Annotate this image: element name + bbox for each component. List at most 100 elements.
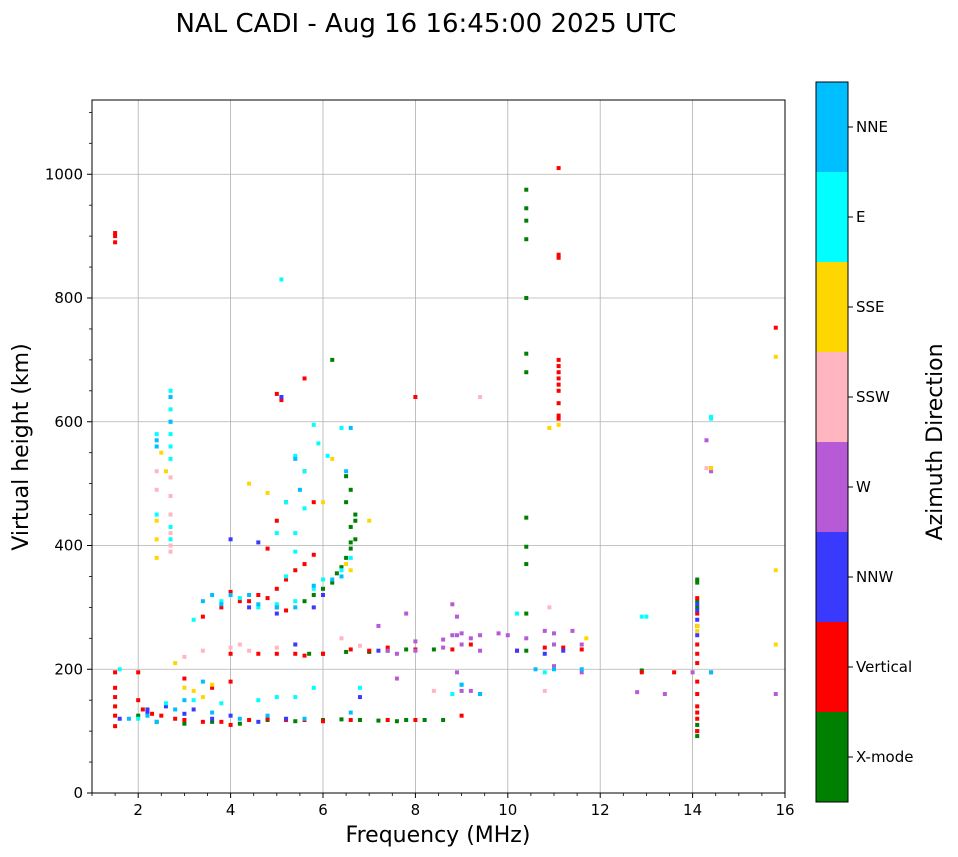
data-point [552,631,556,636]
data-point [524,562,529,567]
data-point [524,648,529,653]
data-point [459,682,464,687]
data-point [113,240,118,245]
data-point [247,717,252,722]
data-point [210,710,215,715]
data-point [210,719,215,724]
data-point [191,617,196,622]
data-point [293,695,298,700]
data-point [173,707,178,712]
data-point [321,577,325,582]
data-point [556,252,561,257]
grid-lines [92,100,785,793]
data-point [348,487,353,492]
minor-ticks [89,111,763,796]
data-point [367,648,372,653]
data-point [468,688,473,693]
data-point [524,187,529,192]
data-point [173,661,178,666]
data-point [695,617,700,622]
data-point [413,648,418,653]
data-point [348,546,353,551]
data-point [247,481,252,486]
data-point [168,549,173,554]
series-sse [154,354,778,700]
data-point [709,466,714,471]
data-point [330,357,335,362]
data-point [274,586,279,591]
data-point [556,416,561,421]
data-point [284,716,289,721]
data-point [136,698,141,703]
data-point [348,568,353,573]
data-point [302,469,307,474]
data-point [556,413,561,418]
data-point [459,631,464,636]
data-point [182,685,187,690]
data-point [695,596,700,601]
data-point [695,628,700,633]
data-point [348,710,353,715]
data-point [556,388,561,393]
x-tick-label: 6 [318,801,328,819]
data-point [695,602,700,607]
data-point [709,414,714,419]
series-nne [126,395,714,724]
data-point [330,580,335,585]
colorbar-label: NNE [856,118,888,136]
data-point [113,670,118,675]
data-point [293,605,298,610]
data-point [219,701,224,706]
data-point [542,645,547,650]
data-point [394,651,399,656]
data-point [695,722,700,727]
data-point [210,593,215,597]
data-point [284,500,289,505]
data-point [584,636,589,641]
data-point [311,583,316,588]
data-point [695,642,700,647]
data-point [344,474,349,479]
data-point [376,623,381,628]
data-point [321,651,325,656]
data-point [200,599,205,604]
data-point [302,716,307,721]
data-point [173,716,178,721]
data-point [311,685,316,690]
data-point [339,568,344,573]
data-point [422,717,427,722]
data-point [542,628,547,633]
data-point [348,524,353,529]
data-point [113,231,118,236]
data-point [284,577,289,582]
y-tick-label: 1000 [45,165,83,183]
data-point [219,599,224,604]
data-point [348,717,353,722]
data-point [274,651,279,656]
data-point [316,441,321,446]
data-point [505,633,510,638]
data-point [367,518,372,523]
data-point [293,599,298,604]
x-tick-label: 10 [498,801,517,819]
data-point [561,648,566,653]
data-point [117,716,122,721]
data-point [321,719,325,724]
data-point [709,469,714,474]
data-point [274,602,279,607]
data-point [219,602,224,607]
data-point [145,707,150,712]
data-point [274,391,279,396]
data-point [219,605,224,610]
y-tick-label: 200 [54,660,83,678]
colorbar-label: SSW [856,388,890,406]
data-point [126,716,131,721]
data-point [154,432,159,437]
data-point [704,466,709,471]
data-point [237,642,242,647]
data-point [237,596,242,601]
data-point [228,679,233,684]
colorbar-label: NNW [856,568,893,586]
data-point [450,647,455,652]
data-point [773,642,778,647]
